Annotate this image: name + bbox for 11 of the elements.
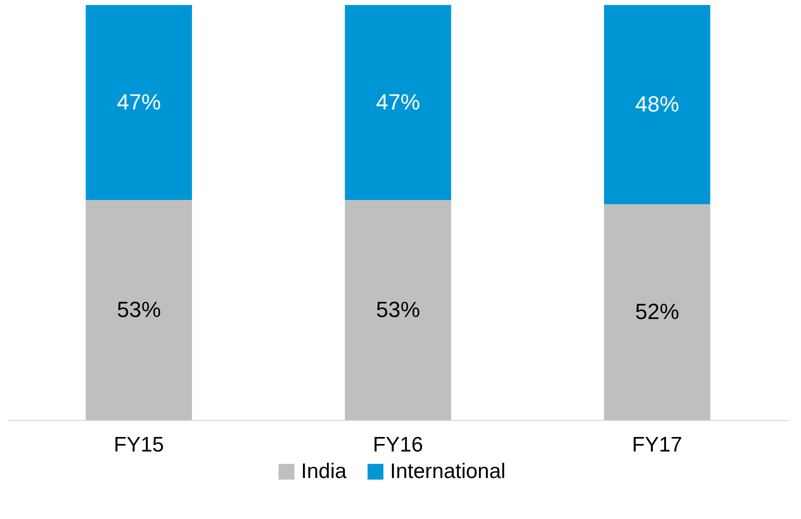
- data-label: 53%: [376, 297, 420, 322]
- data-label: 47%: [116, 90, 161, 115]
- legend-label: India: [301, 460, 347, 483]
- x-tick-label: FY17: [632, 434, 682, 456]
- data-label: 53%: [116, 297, 161, 322]
- x-tick-label: FY15: [114, 434, 164, 456]
- x-tick-label: FY16: [372, 434, 424, 456]
- data-label: 52%: [635, 299, 680, 324]
- data-label: 47%: [376, 90, 420, 115]
- data-label: 48%: [635, 92, 680, 117]
- legend-label: International: [390, 460, 506, 483]
